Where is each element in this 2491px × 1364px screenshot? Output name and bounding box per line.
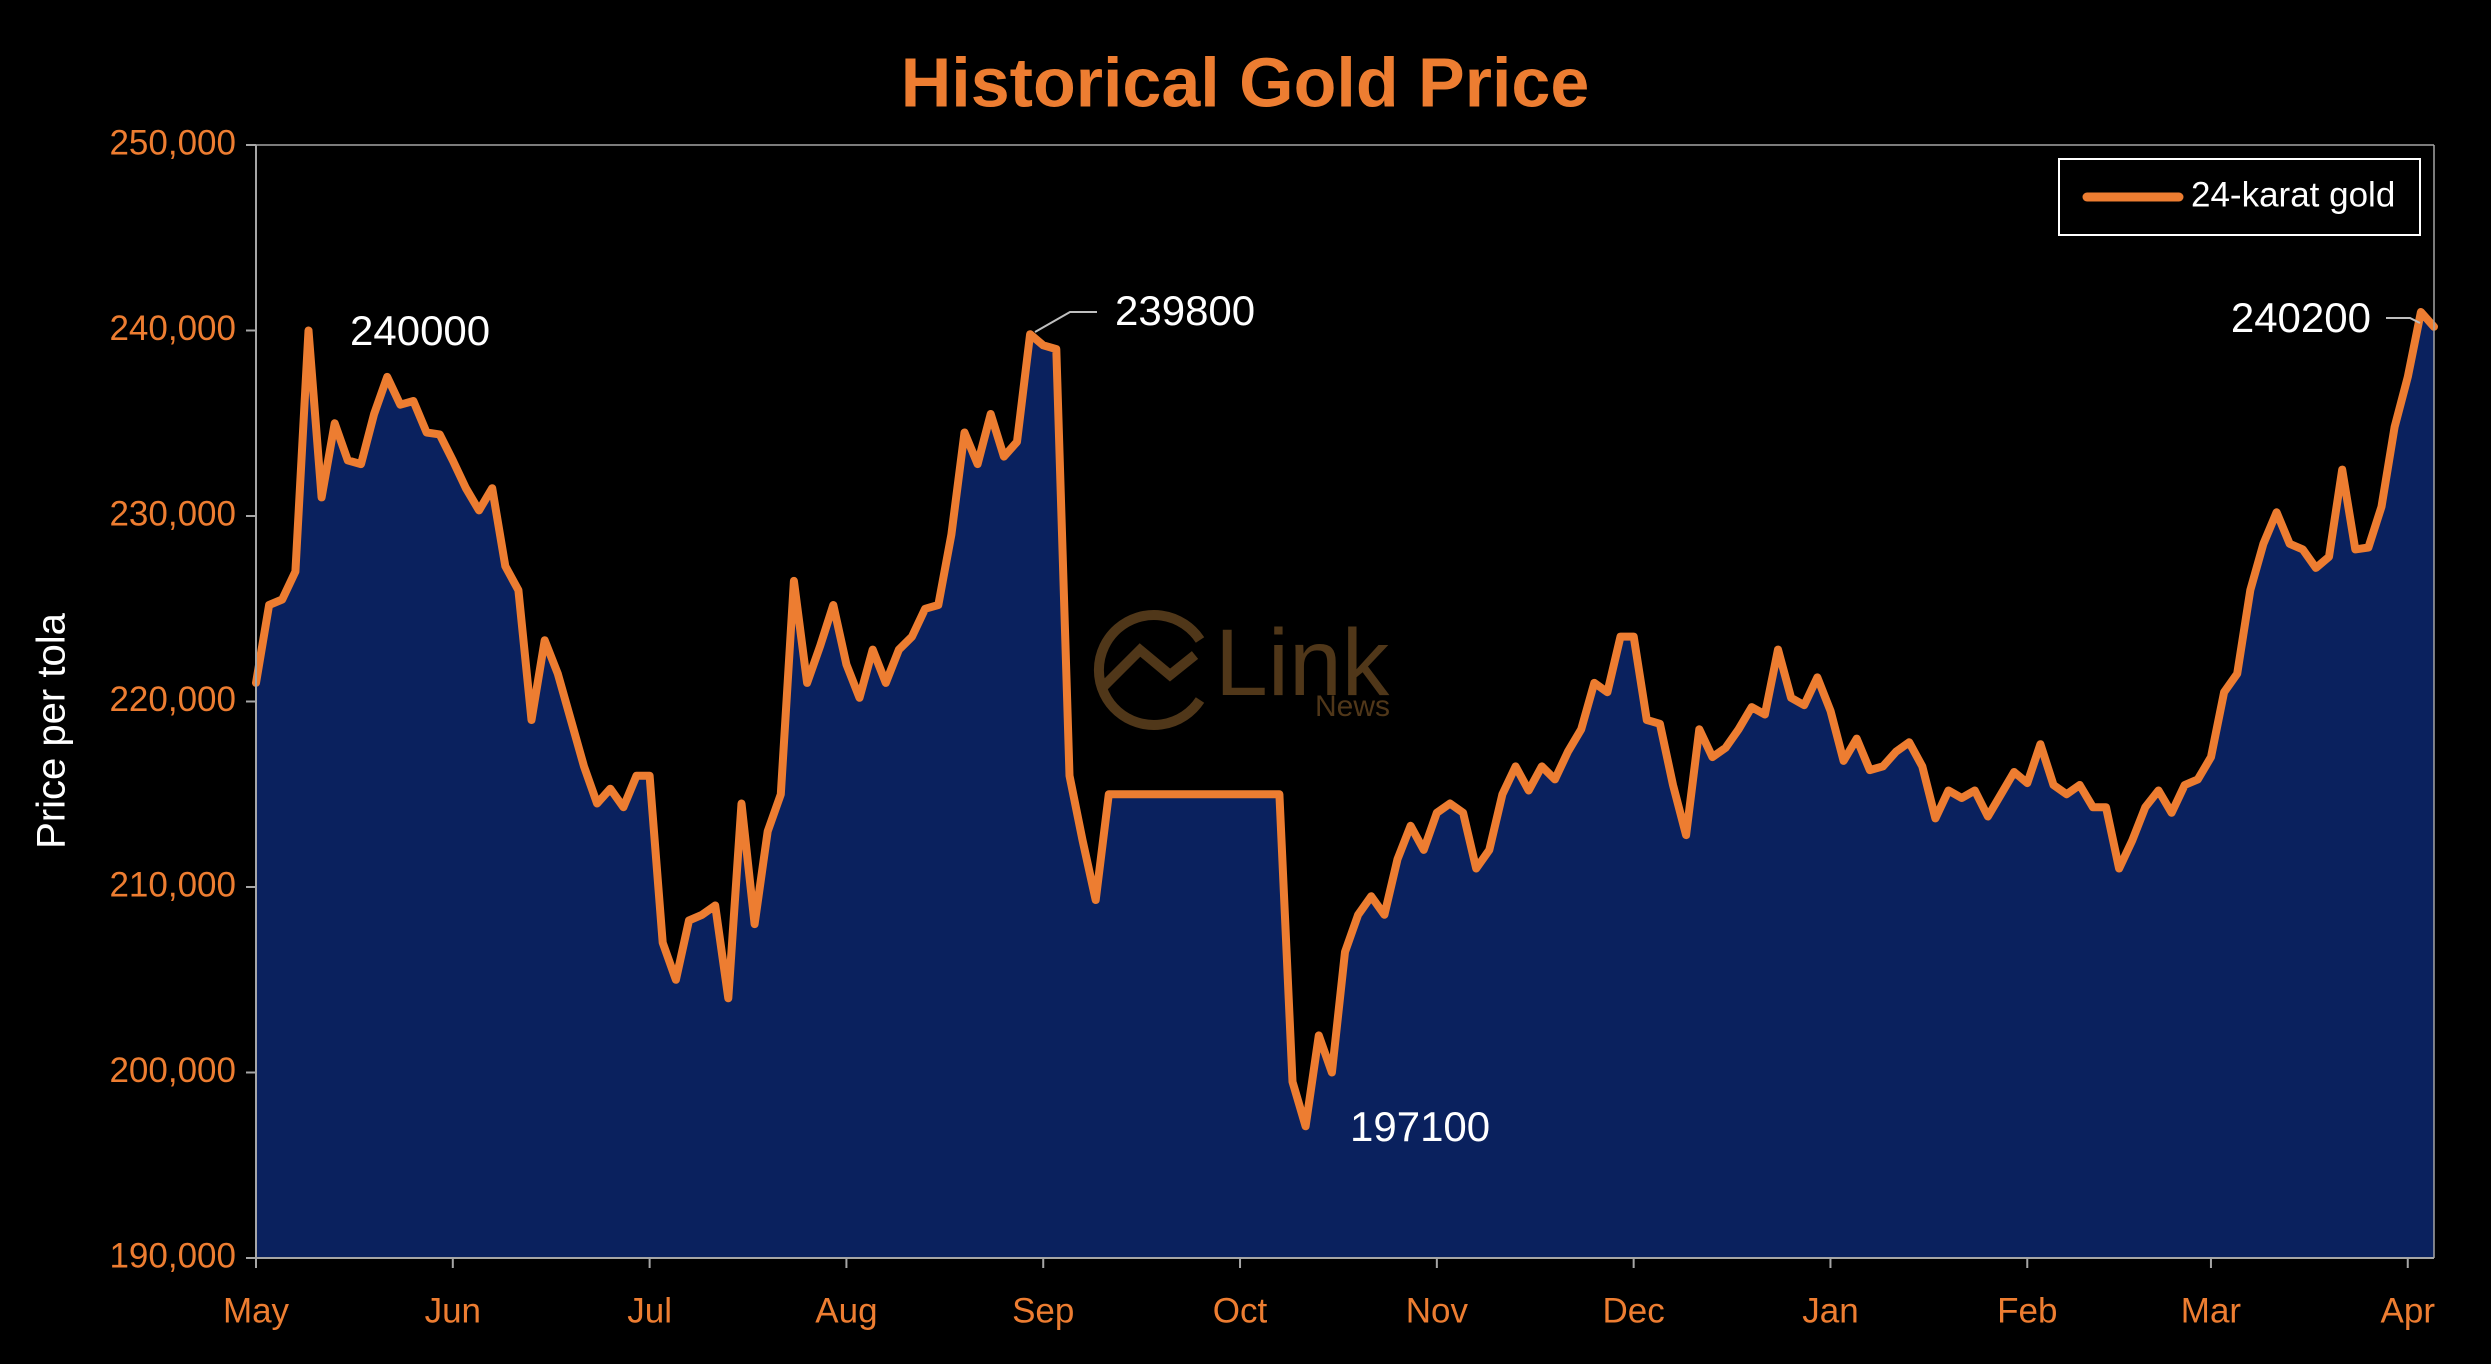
annotation: 197100: [1350, 1103, 1490, 1150]
x-tick-label: Sep: [1012, 1291, 1074, 1330]
y-tick-label: 210,000: [109, 865, 236, 904]
watermark-logo: Link: [1215, 610, 1390, 716]
x-tick-label: Jul: [627, 1291, 672, 1330]
watermark-sub: News: [1315, 690, 1390, 723]
watermark-icon: [1093, 610, 1205, 730]
y-tick-label: 250,000: [109, 123, 236, 162]
x-tick-label: Dec: [1603, 1291, 1665, 1330]
y-tick-label: 230,000: [109, 494, 236, 533]
y-tick-label: 220,000: [109, 680, 236, 719]
y-tick-label: 190,000: [109, 1236, 236, 1275]
x-tick-label: May: [223, 1291, 290, 1330]
chart-title: Historical Gold Price: [901, 43, 1590, 121]
y-tick-label: 240,000: [109, 309, 236, 348]
y-axis-label: Price per tola: [30, 612, 74, 848]
x-tick-label: Mar: [2181, 1291, 2242, 1330]
x-tick-label: Apr: [2381, 1291, 2436, 1330]
x-tick-label: Oct: [1213, 1291, 1268, 1330]
legend-box: [2058, 158, 2421, 236]
x-tick-label: Nov: [1406, 1291, 1469, 1330]
x-tick-label: Aug: [815, 1291, 877, 1330]
annotation-leader: [2386, 317, 2421, 324]
annotation-leader: [1034, 311, 1097, 333]
annotation: 240200: [2231, 294, 2371, 341]
x-tick-label: Jan: [1802, 1291, 1858, 1330]
x-tick-label: Jun: [425, 1291, 481, 1330]
area: [256, 312, 2434, 1258]
line: [252, 308, 2438, 1131]
y-tick-label: 200,000: [109, 1051, 236, 1090]
x-tick-label: Feb: [1997, 1291, 2057, 1330]
annotation: 240000: [350, 307, 490, 354]
annotation: 239800: [1115, 287, 1255, 334]
legend-label: 24-karat gold: [2191, 175, 2395, 214]
